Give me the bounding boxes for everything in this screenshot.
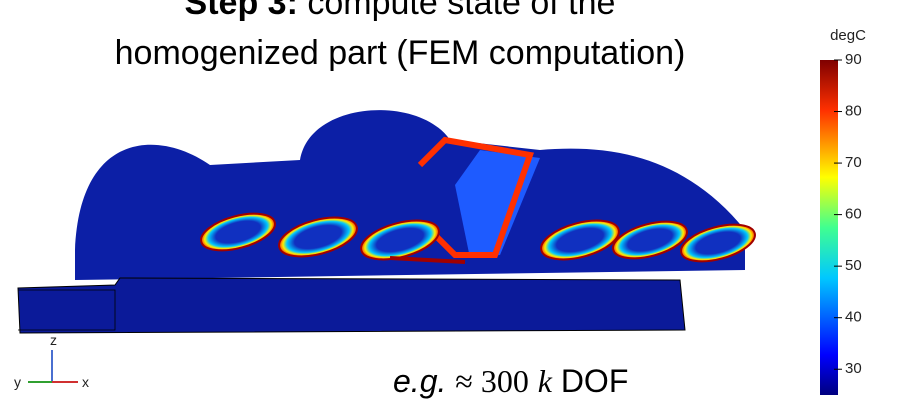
colorbar-tick-label: 90 bbox=[845, 51, 862, 68]
title-line2: homogenized part (FEM computation) bbox=[115, 34, 686, 72]
fem-part bbox=[18, 110, 759, 333]
title-rest: compute state of the bbox=[307, 0, 615, 22]
colorbar-tick-label: 40 bbox=[845, 309, 862, 326]
caption-k: k bbox=[538, 363, 553, 399]
axes-triad: z y x bbox=[14, 332, 89, 390]
caption-prefix: e.g. bbox=[393, 363, 446, 399]
colorbar-tick-label: 30 bbox=[845, 360, 862, 377]
colorbar-tick-label: 60 bbox=[845, 206, 862, 223]
slide: Step 3: compute state of the homogenized… bbox=[0, 0, 907, 403]
colorbar-tick-label: 70 bbox=[845, 154, 862, 171]
colorbar-tick-label: 80 bbox=[845, 103, 862, 120]
colorbar-tick-label: 50 bbox=[845, 257, 862, 274]
title-line1: Step 3: compute state of the bbox=[185, 0, 616, 22]
caption-suffix: DOF bbox=[561, 363, 629, 399]
axis-x: x bbox=[82, 374, 89, 390]
title-bold: Step 3: bbox=[185, 0, 298, 22]
colorbar-unit: degC bbox=[830, 27, 866, 44]
colorbar bbox=[820, 60, 838, 395]
caption: e.g. ≈ 300 k DOF bbox=[393, 363, 628, 399]
axis-y: y bbox=[14, 374, 21, 390]
axis-z: z bbox=[50, 332, 57, 348]
caption-approx: ≈ 300 bbox=[455, 363, 529, 399]
